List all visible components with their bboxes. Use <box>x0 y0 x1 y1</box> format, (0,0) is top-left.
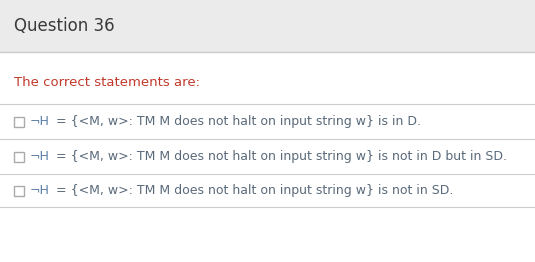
Text: = {<M, w>: TM M does not halt on input string w} is in D.: = {<M, w>: TM M does not halt on input s… <box>52 115 421 128</box>
Text: ¬H: ¬H <box>30 150 50 163</box>
Text: Question 36: Question 36 <box>14 17 114 35</box>
Bar <box>14 185 24 195</box>
Text: ¬H: ¬H <box>30 184 50 197</box>
Bar <box>0 0 535 52</box>
Text: ¬H: ¬H <box>30 115 50 128</box>
Bar <box>14 117 24 127</box>
Text: = {<M, w>: TM M does not halt on input string w} is not in SD.: = {<M, w>: TM M does not halt on input s… <box>52 184 453 197</box>
Text: = {<M, w>: TM M does not halt on input string w} is not in D but in SD.: = {<M, w>: TM M does not halt on input s… <box>52 150 507 163</box>
Text: The correct statements are:: The correct statements are: <box>14 75 200 89</box>
Bar <box>14 151 24 161</box>
